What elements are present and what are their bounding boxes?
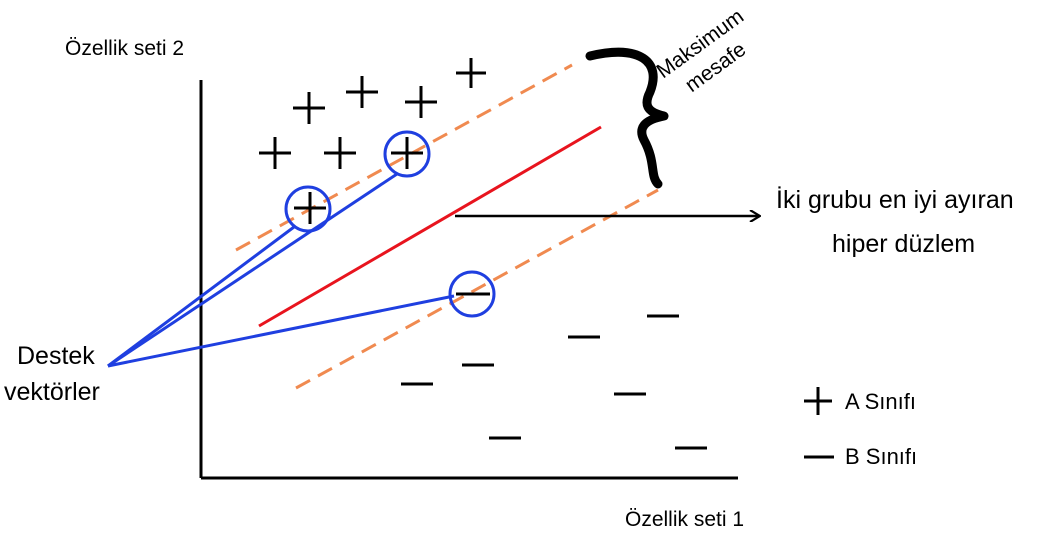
hyperplane-line	[258, 125, 602, 328]
support-vector-circle	[383, 130, 431, 178]
axes	[199, 80, 738, 480]
class-a-point	[405, 86, 437, 118]
class-a-point	[293, 92, 325, 124]
class-a-point	[346, 76, 378, 108]
support-vector-pointer	[107, 172, 398, 368]
upper-margin-line	[235, 63, 573, 252]
x-axis-label: Özellik seti 1	[625, 508, 744, 531]
class-a-point	[294, 192, 326, 224]
class-a-point	[456, 58, 486, 88]
class-a-point	[391, 137, 423, 169]
class-a-points	[259, 58, 486, 224]
support-vectors	[107, 130, 496, 368]
support-vectors-label-line1: Destek	[17, 342, 95, 370]
hyperplane-label-line2: hiper düzlem	[832, 230, 975, 258]
lower-margin-line	[295, 188, 659, 390]
class-a-point	[324, 137, 356, 169]
margin-brace	[585, 47, 669, 189]
legend-class-b-label: B Sınıfı	[845, 444, 917, 469]
class-b-points	[401, 292, 707, 450]
legend-plus-icon	[804, 387, 832, 415]
support-vector-circle	[284, 185, 332, 233]
y-axis-label: Özellik seti 2	[65, 37, 184, 60]
legend-class-a-label: A Sınıfı	[845, 389, 916, 414]
support-vectors-label-line2: vektörler	[4, 378, 100, 406]
support-vector-pointer	[107, 225, 295, 368]
hyperplane-label-line1: İki grubu en iyi ayıran	[776, 185, 1014, 214]
margin-label-group: Maksimum mesafe	[652, 5, 750, 97]
legend: A Sınıfı B Sınıfı	[804, 387, 917, 469]
margin-lines	[235, 63, 659, 390]
class-a-point	[259, 137, 291, 169]
support-vector-circle	[448, 270, 496, 318]
support-vector-pointer	[107, 294, 455, 368]
